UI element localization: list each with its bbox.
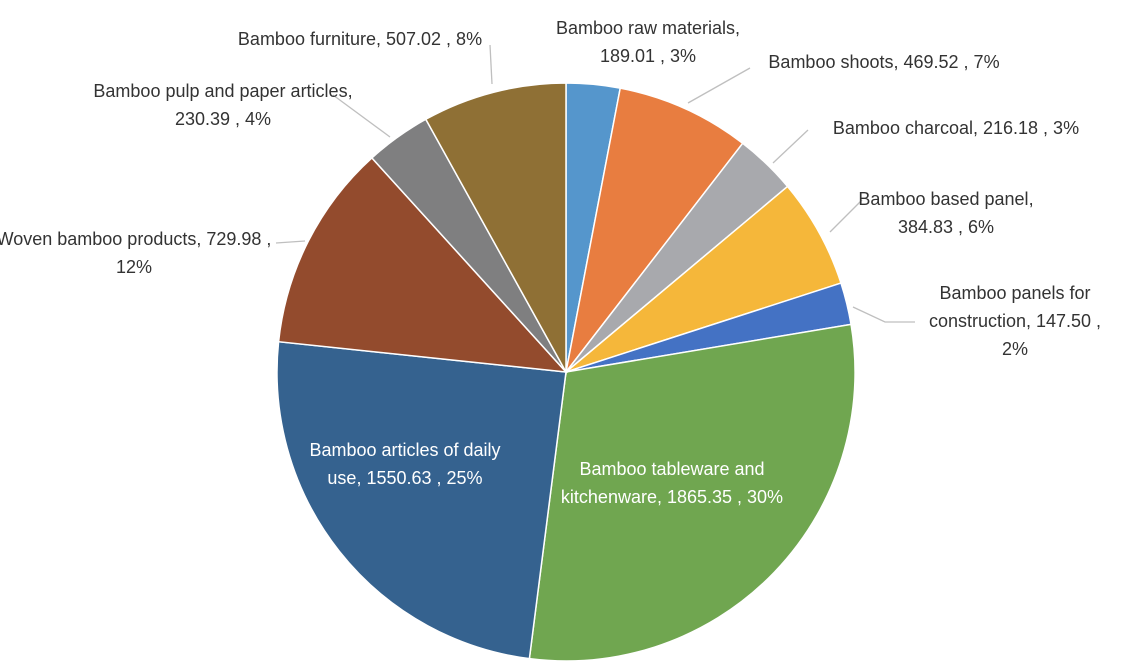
- value-label: , 729.98 , 12%: [115, 229, 272, 277]
- value-label: , 1865.35 , 30%: [656, 487, 784, 507]
- value-label: , 147.50 , 2%: [1001, 311, 1102, 359]
- category-label: Bamboo based panel: [858, 189, 1029, 209]
- category-label: Bamboo tableware and kitchenware: [560, 459, 765, 507]
- slice: [276, 340, 567, 660]
- category-label: Bamboo raw materials: [555, 18, 736, 38]
- leader-line: [772, 129, 809, 164]
- category-label: Bamboo shoots: [768, 52, 894, 72]
- slice: [565, 87, 744, 373]
- data-label: Bamboo furniture, 507.02 , 8%: [225, 25, 495, 53]
- value-label: , 189.01 , 3%: [599, 18, 741, 66]
- data-label: Bamboo panels for construction, 147.50 ,…: [915, 279, 1115, 363]
- slice: [424, 82, 567, 375]
- value-label: , 384.83 , 6%: [897, 189, 1034, 237]
- slices: [276, 82, 856, 661]
- value-label: , 507.02 , 8%: [376, 29, 483, 49]
- data-label: Bamboo tableware and kitchenware, 1865.3…: [547, 455, 797, 511]
- data-label: Bamboo pulp and paper articles, 230.39 ,…: [88, 77, 358, 133]
- category-label: Bamboo pulp and paper articles: [93, 81, 348, 101]
- leader-line: [275, 240, 306, 244]
- data-label: Bamboo based panel, 384.83 , 6%: [846, 185, 1046, 241]
- leader-line: [687, 67, 751, 104]
- data-label: Bamboo shoots, 469.52 , 7%: [759, 48, 1009, 76]
- category-label: Bamboo charcoal: [832, 118, 973, 138]
- slice: [528, 323, 856, 661]
- value-label: , 216.18 , 3%: [973, 118, 1080, 138]
- data-label: Woven bamboo products, 729.98 , 12%: [0, 225, 274, 281]
- data-label: Bamboo raw materials, 189.01 , 3%: [528, 14, 768, 70]
- value-label: , 1550.63 , 25%: [356, 468, 483, 488]
- leader-line: [852, 306, 915, 323]
- category-label: Bamboo articles of daily use: [309, 440, 501, 488]
- category-label: Bamboo panels for construction: [928, 283, 1091, 331]
- category-label: Bamboo furniture: [237, 29, 376, 49]
- value-label: , 230.39 , 4%: [174, 81, 353, 129]
- leader-lines: [275, 44, 915, 323]
- leader-line: [829, 199, 863, 233]
- data-label: Bamboo charcoal, 216.18 , 3%: [806, 114, 1106, 142]
- category-label: Woven bamboo products: [0, 229, 197, 249]
- slice: [277, 156, 568, 373]
- leader-line: [489, 44, 493, 85]
- value-label: , 469.52 , 7%: [893, 52, 1000, 72]
- leader-line: [332, 94, 391, 138]
- data-label: Bamboo articles of daily use, 1550.63 , …: [290, 436, 520, 492]
